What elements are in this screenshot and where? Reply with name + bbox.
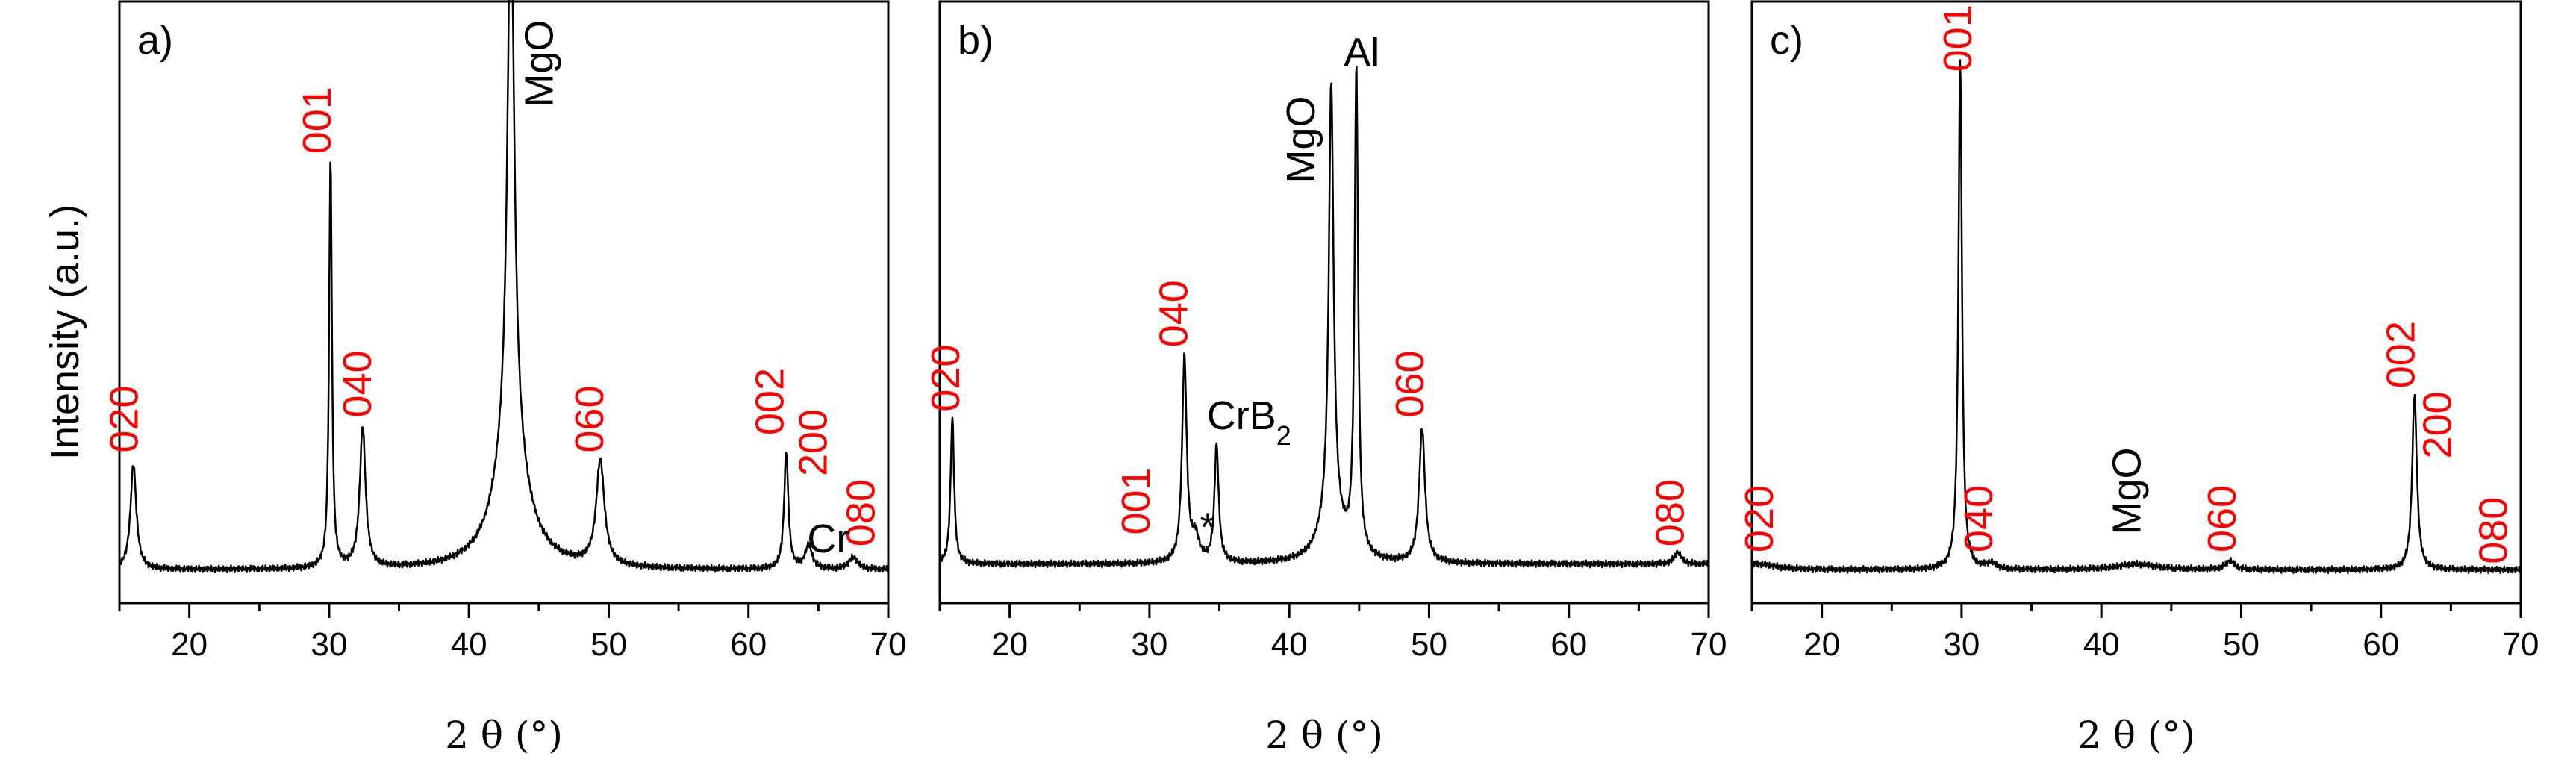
annotation-phase: MgO xyxy=(2105,447,2150,534)
x-axis-title: 2 θ (°) xyxy=(1265,714,1383,757)
annotation-phase: * xyxy=(1200,505,1215,549)
x-axis-title: 2 θ (°) xyxy=(2077,714,2195,757)
annotation-phase: Cr xyxy=(807,517,849,561)
y-axis-title: Intensity (a.u.) xyxy=(43,205,87,460)
annotation-reflection: 002 xyxy=(748,368,793,435)
annotation-phase: MgO xyxy=(517,19,562,107)
annotation-reflection: 001 xyxy=(1114,467,1158,534)
x-tick-label: 70 xyxy=(870,626,907,663)
xrd-trace xyxy=(938,66,1710,569)
x-tick-label: 40 xyxy=(1271,626,1308,663)
panel-label: c) xyxy=(1770,18,1803,63)
xrd-trace xyxy=(1751,59,2522,575)
annotation-phase: MgO xyxy=(1279,96,1323,183)
xrd-trace xyxy=(118,0,890,574)
annotation-reflection: 080 xyxy=(838,479,883,546)
annotation-reflection: 060 xyxy=(1388,350,1432,417)
x-tick-label: 30 xyxy=(1943,626,1980,663)
x-tick-label: 70 xyxy=(2503,626,2539,663)
annotation-phase: Al xyxy=(1344,31,1379,75)
panel-b: 20 30 40 50 60 70 2 θ (°) b) 020 001 040 * CrB2 MgO Al… xyxy=(923,0,1727,757)
x-tick-label: 50 xyxy=(1411,626,1447,663)
annotation-reflection: 002 xyxy=(2379,321,2424,388)
panel-label: a) xyxy=(137,18,173,63)
x-tick-label: 60 xyxy=(730,626,767,663)
plot-frame xyxy=(938,0,1710,605)
annotation-reflection: 200 xyxy=(2415,391,2460,458)
panel-a: 20 30 40 50 60 70 2 θ (°) a) 020 001 040 MgO 060 0022… xyxy=(102,0,906,757)
x-tick-label: 20 xyxy=(991,626,1028,663)
x-tick-label: 60 xyxy=(2363,626,2399,663)
x-tick-label: 50 xyxy=(2223,626,2260,663)
panel-label: b) xyxy=(958,18,994,63)
x-tick-label: 40 xyxy=(451,626,487,663)
x-tick-label: 30 xyxy=(1131,626,1167,663)
x-tick-label: 30 xyxy=(311,626,347,663)
panel-c: 20 30 40 50 60 70 2 θ (°) c) 020 001 040 MgO 060 0022… xyxy=(1737,0,2539,757)
annotation-reflection: 200 xyxy=(791,409,836,476)
x-tick-label: 40 xyxy=(2083,626,2120,663)
annotation-reflection: 040 xyxy=(1956,485,2001,552)
annotation-reflection: 020 xyxy=(102,385,146,452)
annotation-reflection: 060 xyxy=(567,385,612,452)
x-tick-label: 20 xyxy=(1803,626,1840,663)
x-tick-label: 20 xyxy=(171,626,208,663)
x-tick-label: 70 xyxy=(1691,626,1727,663)
annotation-reflection: 020 xyxy=(923,345,968,412)
x-tick-label: 50 xyxy=(590,626,627,663)
plot-frame xyxy=(118,0,890,605)
annotation-reflection: 080 xyxy=(2471,497,2516,564)
annotation-reflection: 040 xyxy=(1151,280,1196,347)
annotation-phase: CrB2 xyxy=(1207,393,1291,451)
plot-frame xyxy=(1750,0,2522,605)
annotation-reflection: 001 xyxy=(295,87,340,154)
x-tick-label: 60 xyxy=(1550,626,1587,663)
annotation-reflection: 001 xyxy=(1936,4,1980,72)
annotation-reflection: 040 xyxy=(335,350,380,417)
annotation-reflection: 020 xyxy=(1737,485,1782,552)
annotation-reflection: 080 xyxy=(1647,479,1692,546)
x-axis-title: 2 θ (°) xyxy=(445,714,563,757)
annotation-reflection: 060 xyxy=(2200,485,2245,552)
